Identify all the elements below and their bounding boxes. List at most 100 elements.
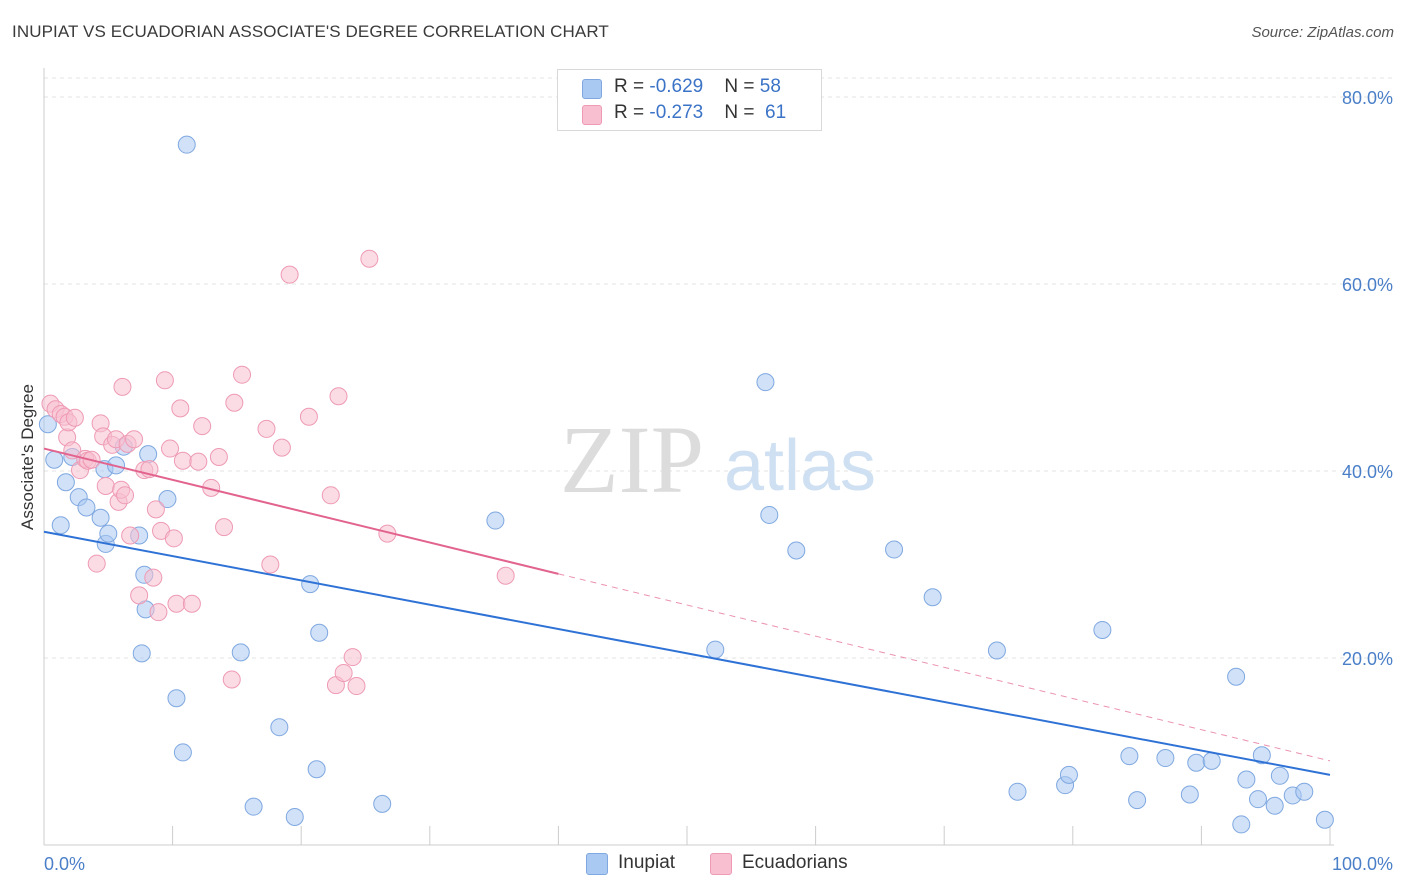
point-inupiat: [1265, 796, 1284, 815]
point-ecuadorians: [347, 677, 366, 696]
watermark-atlas: atlas: [724, 426, 876, 506]
y-tick-label: 40.0%: [1342, 462, 1393, 482]
bottom-legend-label-inupiat: Inupiat: [618, 852, 676, 873]
x-tick-label: 100.0%: [1332, 854, 1393, 874]
point-inupiat: [706, 640, 725, 659]
point-inupiat: [231, 643, 250, 662]
point-ecuadorians: [261, 555, 280, 574]
point-ecuadorians: [321, 486, 340, 505]
point-ecuadorians: [299, 407, 318, 426]
point-ecuadorians: [189, 452, 208, 471]
point-ecuadorians: [173, 451, 192, 470]
legend-r-label: R =: [614, 102, 650, 123]
point-ecuadorians: [222, 670, 241, 689]
point-ecuadorians: [171, 399, 190, 418]
point-ecuadorians: [161, 439, 180, 458]
legend-r-value: -0.629: [649, 76, 704, 97]
legend-n-value: 61: [759, 102, 787, 123]
point-ecuadorians: [87, 554, 106, 573]
point-inupiat: [1295, 782, 1314, 801]
point-ecuadorians: [496, 566, 515, 585]
point-inupiat: [1232, 815, 1251, 834]
point-inupiat: [99, 524, 118, 543]
point-ecuadorians: [257, 419, 276, 438]
point-ecuadorians: [164, 529, 183, 548]
watermark: ZIP atlas: [560, 406, 876, 513]
point-ecuadorians: [96, 476, 115, 495]
point-inupiat: [1315, 810, 1334, 829]
x-tick-label: 0.0%: [44, 854, 85, 874]
point-inupiat: [486, 511, 505, 530]
point-inupiat: [987, 641, 1006, 660]
chart-title: INUPIAT VS ECUADORIAN ASSOCIATE'S DEGREE…: [12, 22, 609, 41]
point-inupiat: [760, 505, 779, 524]
bottom-legend-swatch-ecuadorians: [710, 853, 732, 875]
point-ecuadorians: [149, 603, 168, 622]
point-inupiat: [38, 415, 57, 434]
legend-n-label: N =: [724, 102, 760, 123]
point-inupiat: [177, 135, 196, 154]
point-inupiat: [756, 373, 775, 392]
point-ecuadorians: [329, 387, 348, 406]
point-inupiat: [139, 445, 158, 464]
point-inupiat: [285, 807, 304, 826]
y-axis-label: Associate's Degree: [18, 384, 37, 530]
legend-r-label: R =: [614, 76, 650, 97]
point-inupiat: [158, 490, 177, 509]
point-ecuadorians: [155, 371, 174, 390]
point-ecuadorians: [182, 594, 201, 613]
trend-line-ecuadorians: [43, 447, 559, 575]
point-ecuadorians: [65, 408, 84, 427]
point-inupiat: [1187, 753, 1206, 772]
point-ecuadorians: [233, 365, 252, 384]
y-tick-label: 60.0%: [1342, 275, 1393, 295]
point-inupiat: [132, 644, 151, 663]
point-ecuadorians: [113, 377, 132, 396]
point-inupiat: [244, 797, 263, 816]
point-ecuadorians: [121, 526, 140, 545]
point-inupiat: [1059, 765, 1078, 784]
point-inupiat: [885, 540, 904, 559]
bottom-legend-label-ecuadorians: Ecuadorians: [742, 852, 848, 873]
point-inupiat: [310, 623, 329, 642]
correlation-legend: R = -0.629 N = 58 R = -0.273 N = 61: [557, 69, 822, 131]
point-inupiat: [173, 743, 192, 762]
source-label: Source: ZipAtlas.com: [1251, 24, 1394, 41]
point-ecuadorians: [215, 518, 234, 537]
point-ecuadorians: [193, 417, 212, 436]
point-inupiat: [1202, 751, 1221, 770]
point-ecuadorians: [343, 648, 362, 667]
point-inupiat: [91, 508, 110, 527]
watermark-zip: ZIP: [560, 406, 704, 513]
legend-n-value: 58: [759, 76, 781, 97]
point-inupiat: [77, 498, 96, 517]
data-points: [38, 135, 1334, 834]
point-inupiat: [56, 473, 75, 492]
point-inupiat: [373, 794, 392, 813]
legend-swatch-ecuadorians: [582, 105, 602, 125]
legend-swatch-inupiat: [582, 79, 602, 99]
point-inupiat: [167, 689, 186, 708]
point-ecuadorians: [130, 586, 149, 605]
point-ecuadorians: [334, 663, 353, 682]
point-ecuadorians: [272, 438, 291, 457]
legend-r-value: -0.273: [649, 102, 704, 123]
y-tick-label: 20.0%: [1342, 649, 1393, 669]
point-inupiat: [1227, 667, 1246, 686]
trend-extension-ecuadorians: [558, 573, 1331, 762]
point-ecuadorians: [209, 447, 228, 466]
ticks: 20.0% 40.0% 60.0% 80.0% 0.0% 100.0%: [44, 88, 1393, 874]
point-inupiat: [1237, 770, 1256, 789]
legend-n-label: N =: [724, 76, 760, 97]
trend-line-inupiat: [43, 530, 1331, 776]
point-inupiat: [1120, 747, 1139, 766]
y-tick-label: 80.0%: [1342, 88, 1393, 108]
point-ecuadorians: [125, 430, 144, 449]
point-inupiat: [270, 718, 289, 737]
point-inupiat: [1180, 785, 1199, 804]
point-inupiat: [1093, 620, 1112, 639]
point-ecuadorians: [167, 594, 186, 613]
point-inupiat: [45, 450, 64, 469]
point-inupiat: [1156, 749, 1175, 768]
